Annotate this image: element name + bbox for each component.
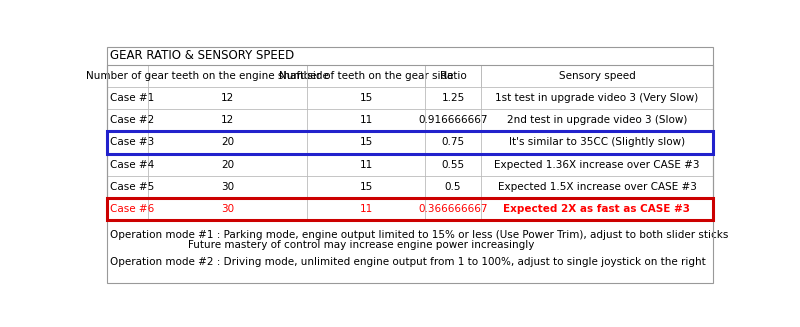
Text: Operation mode #2 : Driving mode, unlimited engine output from 1 to 100%, adjust: Operation mode #2 : Driving mode, unlimi… <box>110 257 706 267</box>
Text: Case #6: Case #6 <box>110 204 154 214</box>
Text: 11: 11 <box>359 204 373 214</box>
Text: 1st test in upgrade video 3 (Very Slow): 1st test in upgrade video 3 (Very Slow) <box>495 93 698 103</box>
Text: Case #5: Case #5 <box>110 182 154 192</box>
Text: Case #3: Case #3 <box>110 137 154 147</box>
Text: Ratio: Ratio <box>440 71 466 81</box>
Text: Sensory speed: Sensory speed <box>558 71 635 81</box>
Text: 2nd test in upgrade video 3 (Slow): 2nd test in upgrade video 3 (Slow) <box>506 115 687 125</box>
Bar <box>107 65 713 220</box>
Text: 0.55: 0.55 <box>442 160 465 170</box>
Text: 30: 30 <box>221 204 234 214</box>
Text: 11: 11 <box>359 115 373 125</box>
Text: It's similar to 35CC (Slightly slow): It's similar to 35CC (Slightly slow) <box>509 137 685 147</box>
Text: 0.916666667: 0.916666667 <box>418 115 488 125</box>
Text: 0.366666667: 0.366666667 <box>418 204 488 214</box>
Text: 0.75: 0.75 <box>442 137 465 147</box>
Text: Future mastery of control may increase engine power increasingly: Future mastery of control may increase e… <box>187 240 534 250</box>
Text: Case #1: Case #1 <box>110 93 154 103</box>
Text: Case #2: Case #2 <box>110 115 154 125</box>
Text: 20: 20 <box>221 137 234 147</box>
Text: Case #4: Case #4 <box>110 160 154 170</box>
Text: Operation mode #1 : Parking mode, engine output limited to 15% or less (Use Powe: Operation mode #1 : Parking mode, engine… <box>110 230 729 240</box>
Bar <box>107 131 713 154</box>
Text: 12: 12 <box>221 115 234 125</box>
Text: 30: 30 <box>221 182 234 192</box>
Text: Expected 2X as fast as CASE #3: Expected 2X as fast as CASE #3 <box>503 204 690 214</box>
Text: 20: 20 <box>221 160 234 170</box>
Text: 15: 15 <box>359 93 373 103</box>
Text: 1.25: 1.25 <box>442 93 465 103</box>
Text: Number of gear teeth on the engine shaft side: Number of gear teeth on the engine shaft… <box>86 71 329 81</box>
Text: Expected 1.5X increase over CASE #3: Expected 1.5X increase over CASE #3 <box>498 182 697 192</box>
Bar <box>107 198 713 220</box>
Text: GEAR RATIO & SENSORY SPEED: GEAR RATIO & SENSORY SPEED <box>110 49 294 62</box>
Text: 11: 11 <box>359 160 373 170</box>
Text: 0.5: 0.5 <box>445 182 462 192</box>
Text: Expected 1.36X increase over CASE #3: Expected 1.36X increase over CASE #3 <box>494 160 700 170</box>
Text: 15: 15 <box>359 137 373 147</box>
Text: Number of teeth on the gear side: Number of teeth on the gear side <box>279 71 454 81</box>
Text: 12: 12 <box>221 93 234 103</box>
Text: 15: 15 <box>359 182 373 192</box>
